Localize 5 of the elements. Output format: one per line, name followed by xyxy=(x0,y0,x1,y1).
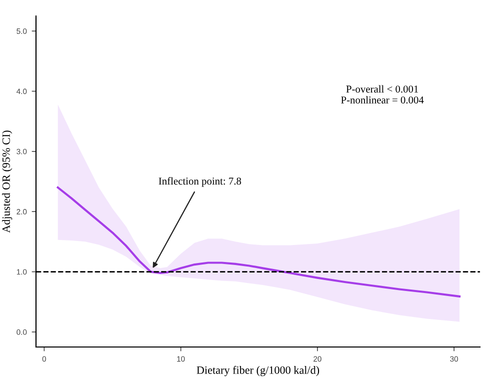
annotation: Inflection point: 7.8 xyxy=(158,177,242,187)
x-axis-title: Dietary fiber (g/1000 kal/d) xyxy=(196,366,320,376)
y-axis-title: Adjusted OR (95% CI) xyxy=(2,130,12,233)
annotation: P-overall < 0.001 P-nonlinear = 0.004 xyxy=(341,85,424,104)
line-series xyxy=(56,186,461,298)
